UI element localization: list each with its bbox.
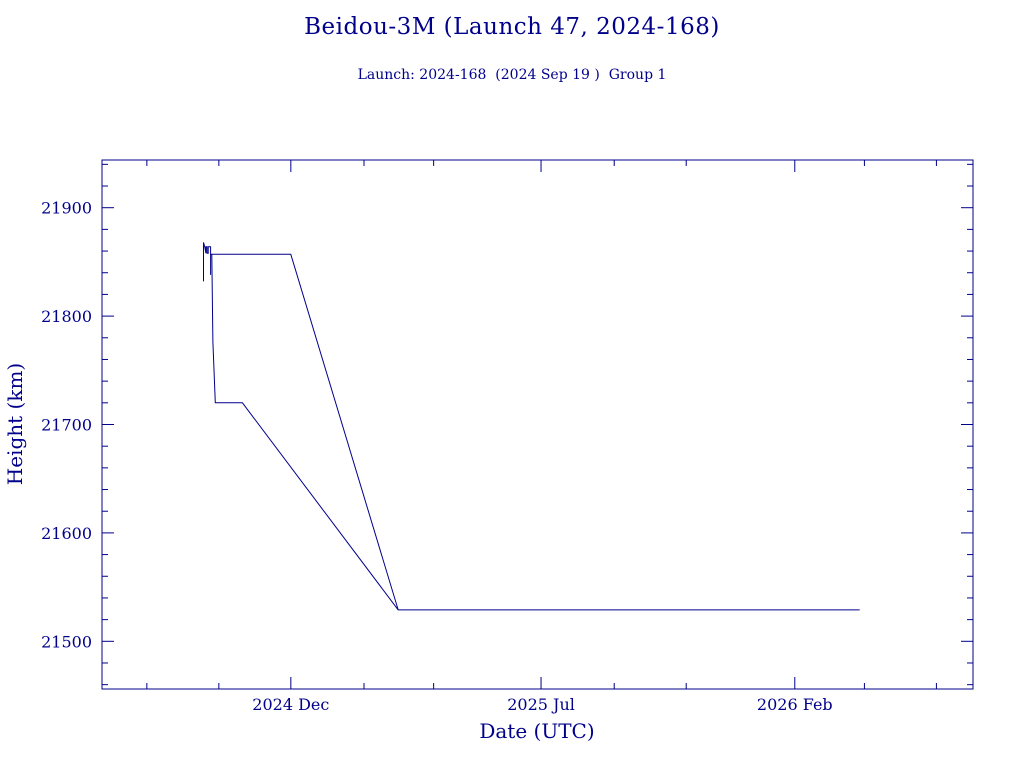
chart-title: Beidou-3M (Launch 47, 2024-168) [304,14,720,40]
y-axis-ticks: 21500 21600 21700 21800 21900 [41,163,973,686]
x-tick-label: 2026 Feb [757,695,833,714]
y-axis-title: Height (km) [3,363,27,485]
y-tick-label: 21900 [41,199,92,218]
x-tick-label: 2025 Jul [507,695,575,714]
x-axis-ticks: 2024 Dec 2025 Jul 2026 Feb [146,160,937,714]
x-axis-title: Date (UTC) [479,719,594,743]
chart-subtitle: Launch: 2024-168 (2024 Sep 19 ) Group 1 [357,67,667,83]
y-tick-label: 21800 [41,307,92,326]
y-tick-label: 21700 [41,416,92,435]
y-tick-label: 21600 [41,524,92,543]
series-layer [203,242,860,611]
x-tick-label: 2024 Dec [252,695,329,714]
series-line [203,242,860,611]
y-tick-label: 21500 [41,632,92,651]
